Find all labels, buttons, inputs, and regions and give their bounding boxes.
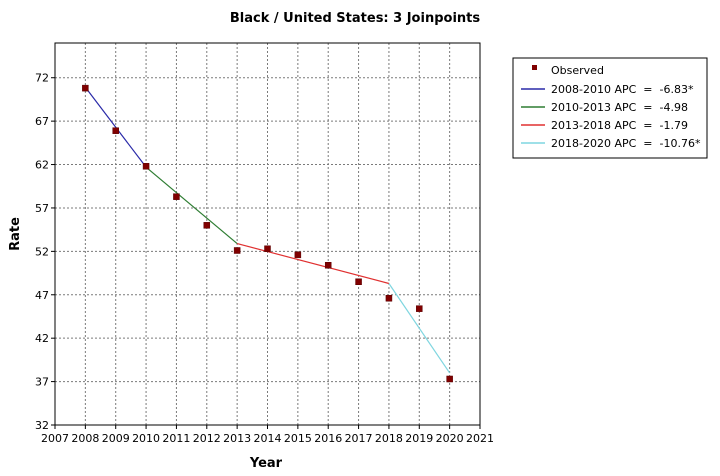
y-axis-ticks: 32 37 42 47 52 57 62 67 72 bbox=[35, 72, 55, 432]
x-axis-ticks: 2007 2008 2009 2010 2011 2012 2013 2014 2015 2016… bbox=[41, 425, 494, 445]
observed-point bbox=[233, 247, 241, 254]
observed-point bbox=[416, 305, 423, 312]
x-tick-label: 2008 bbox=[71, 432, 99, 445]
x-axis-label: Year bbox=[249, 456, 283, 471]
legend-label-observed: Observed bbox=[551, 64, 604, 77]
x-tick-label: 2021 bbox=[466, 432, 494, 445]
x-tick-label: 2010 bbox=[132, 432, 160, 445]
joinpoint-segments bbox=[84, 86, 451, 374]
x-tick-label: 2011 bbox=[162, 432, 190, 445]
y-axis-label: Rate bbox=[8, 217, 23, 251]
observed-point bbox=[112, 127, 119, 134]
y-tick-label: 47 bbox=[35, 289, 49, 302]
observed-point bbox=[173, 193, 180, 200]
y-tick-label: 62 bbox=[35, 159, 49, 172]
x-tick-label: 2012 bbox=[193, 432, 221, 445]
segment-line-0 bbox=[84, 86, 147, 168]
legend-marker-observed bbox=[532, 65, 537, 70]
y-tick-label: 57 bbox=[35, 202, 49, 215]
observed-point bbox=[355, 278, 362, 285]
x-tick-label: 2018 bbox=[375, 432, 403, 445]
observed-points bbox=[82, 84, 453, 383]
segment-line-2 bbox=[236, 242, 390, 285]
legend-label-2: 2013-2018 APC = -1.79 bbox=[551, 119, 688, 132]
x-tick-label: 2019 bbox=[405, 432, 433, 445]
y-tick-label: 72 bbox=[35, 72, 49, 85]
chart-title: Black / United States: 3 Joinpoints bbox=[230, 11, 480, 26]
observed-point bbox=[324, 262, 332, 269]
y-tick-label: 67 bbox=[35, 115, 49, 128]
observed-point bbox=[264, 245, 271, 253]
observed-point bbox=[446, 375, 453, 383]
segment-line-3 bbox=[388, 283, 451, 374]
observed-point bbox=[294, 251, 302, 259]
x-tick-label: 2016 bbox=[314, 432, 342, 445]
legend: Observed 2008-2010 APC = -6.83* 2010-2013 … bbox=[512, 57, 708, 159]
x-tick-label: 2020 bbox=[436, 432, 464, 445]
observed-point bbox=[385, 294, 393, 302]
legend-label-0: 2008-2010 APC = -6.83* bbox=[551, 83, 694, 96]
observed-point bbox=[142, 163, 150, 170]
x-tick-label: 2013 bbox=[223, 432, 251, 445]
segment-line-1 bbox=[145, 166, 238, 245]
x-tick-label: 2009 bbox=[102, 432, 130, 445]
legend-label-1: 2010-2013 APC = -4.98 bbox=[551, 101, 688, 114]
y-tick-label: 52 bbox=[35, 245, 49, 258]
observed-point bbox=[203, 222, 211, 229]
observed-point bbox=[82, 84, 89, 92]
y-tick-label: 42 bbox=[35, 332, 49, 345]
x-tick-label: 2007 bbox=[41, 432, 69, 445]
legend-label-3: 2018-2020 APC = -10.76* bbox=[551, 137, 701, 150]
legend-box bbox=[512, 57, 708, 159]
y-tick-label: 32 bbox=[35, 419, 49, 432]
x-tick-label: 2014 bbox=[254, 432, 282, 445]
y-tick-label: 37 bbox=[35, 376, 49, 389]
x-tick-label: 2015 bbox=[284, 432, 312, 445]
x-tick-label: 2017 bbox=[345, 432, 373, 445]
grid-lines bbox=[55, 43, 480, 425]
